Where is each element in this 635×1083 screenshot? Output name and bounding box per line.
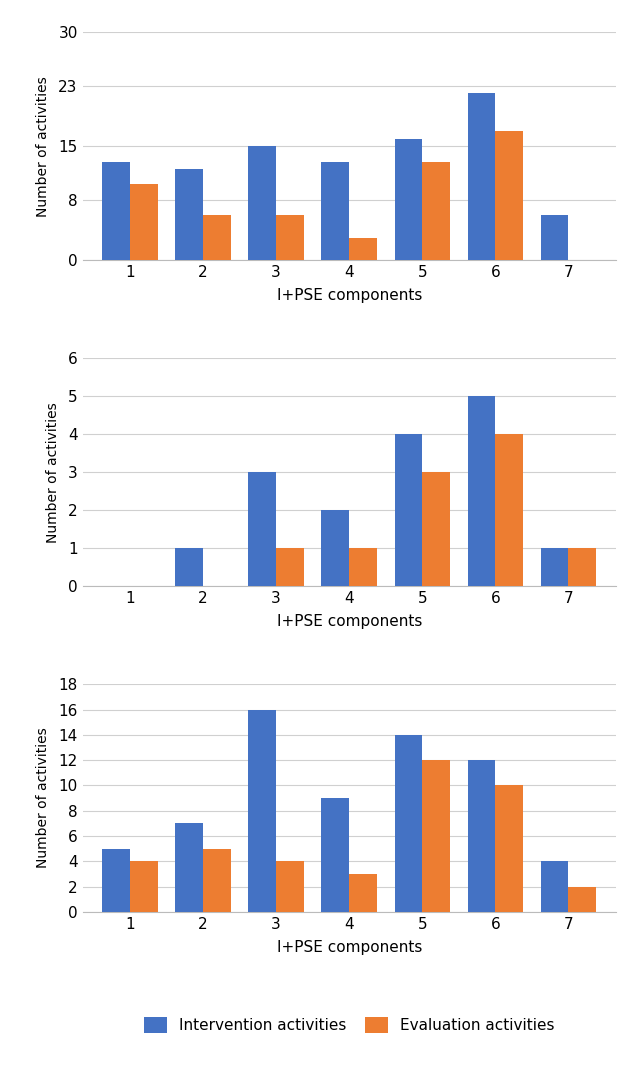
Bar [102, 161, 130, 260]
Bar [248, 709, 276, 912]
Bar [467, 93, 495, 260]
Y-axis label: Number of activities: Number of activities [36, 728, 50, 869]
Bar [422, 472, 450, 586]
Bar [568, 887, 596, 912]
Bar [276, 548, 304, 586]
Bar [130, 184, 158, 260]
Bar [248, 146, 276, 260]
Bar [321, 798, 349, 912]
Bar [349, 237, 377, 260]
Bar [495, 131, 523, 260]
X-axis label: I+PSE components: I+PSE components [277, 288, 422, 303]
Bar [394, 434, 422, 586]
Bar [394, 735, 422, 912]
Bar [540, 214, 568, 260]
Bar [203, 214, 231, 260]
Bar [540, 861, 568, 912]
Bar [422, 760, 450, 912]
Legend: Intervention activities, Evaluation activities: Intervention activities, Evaluation acti… [144, 1017, 554, 1033]
X-axis label: I+PSE components: I+PSE components [277, 614, 422, 629]
Bar [394, 139, 422, 260]
Bar [276, 861, 304, 912]
Bar [422, 161, 450, 260]
Y-axis label: Number of activities: Number of activities [46, 402, 60, 543]
Bar [349, 874, 377, 912]
Bar [495, 785, 523, 912]
Bar [175, 169, 203, 260]
Y-axis label: Number of activities: Number of activities [36, 76, 50, 217]
Bar [495, 434, 523, 586]
Bar [175, 823, 203, 912]
Bar [102, 849, 130, 912]
Bar [276, 214, 304, 260]
X-axis label: I+PSE components: I+PSE components [277, 940, 422, 955]
Bar [321, 510, 349, 586]
Bar [175, 548, 203, 586]
Bar [203, 849, 231, 912]
Bar [321, 161, 349, 260]
Bar [568, 548, 596, 586]
Bar [248, 472, 276, 586]
Bar [467, 760, 495, 912]
Bar [467, 396, 495, 586]
Bar [349, 548, 377, 586]
Bar [540, 548, 568, 586]
Bar [130, 861, 158, 912]
